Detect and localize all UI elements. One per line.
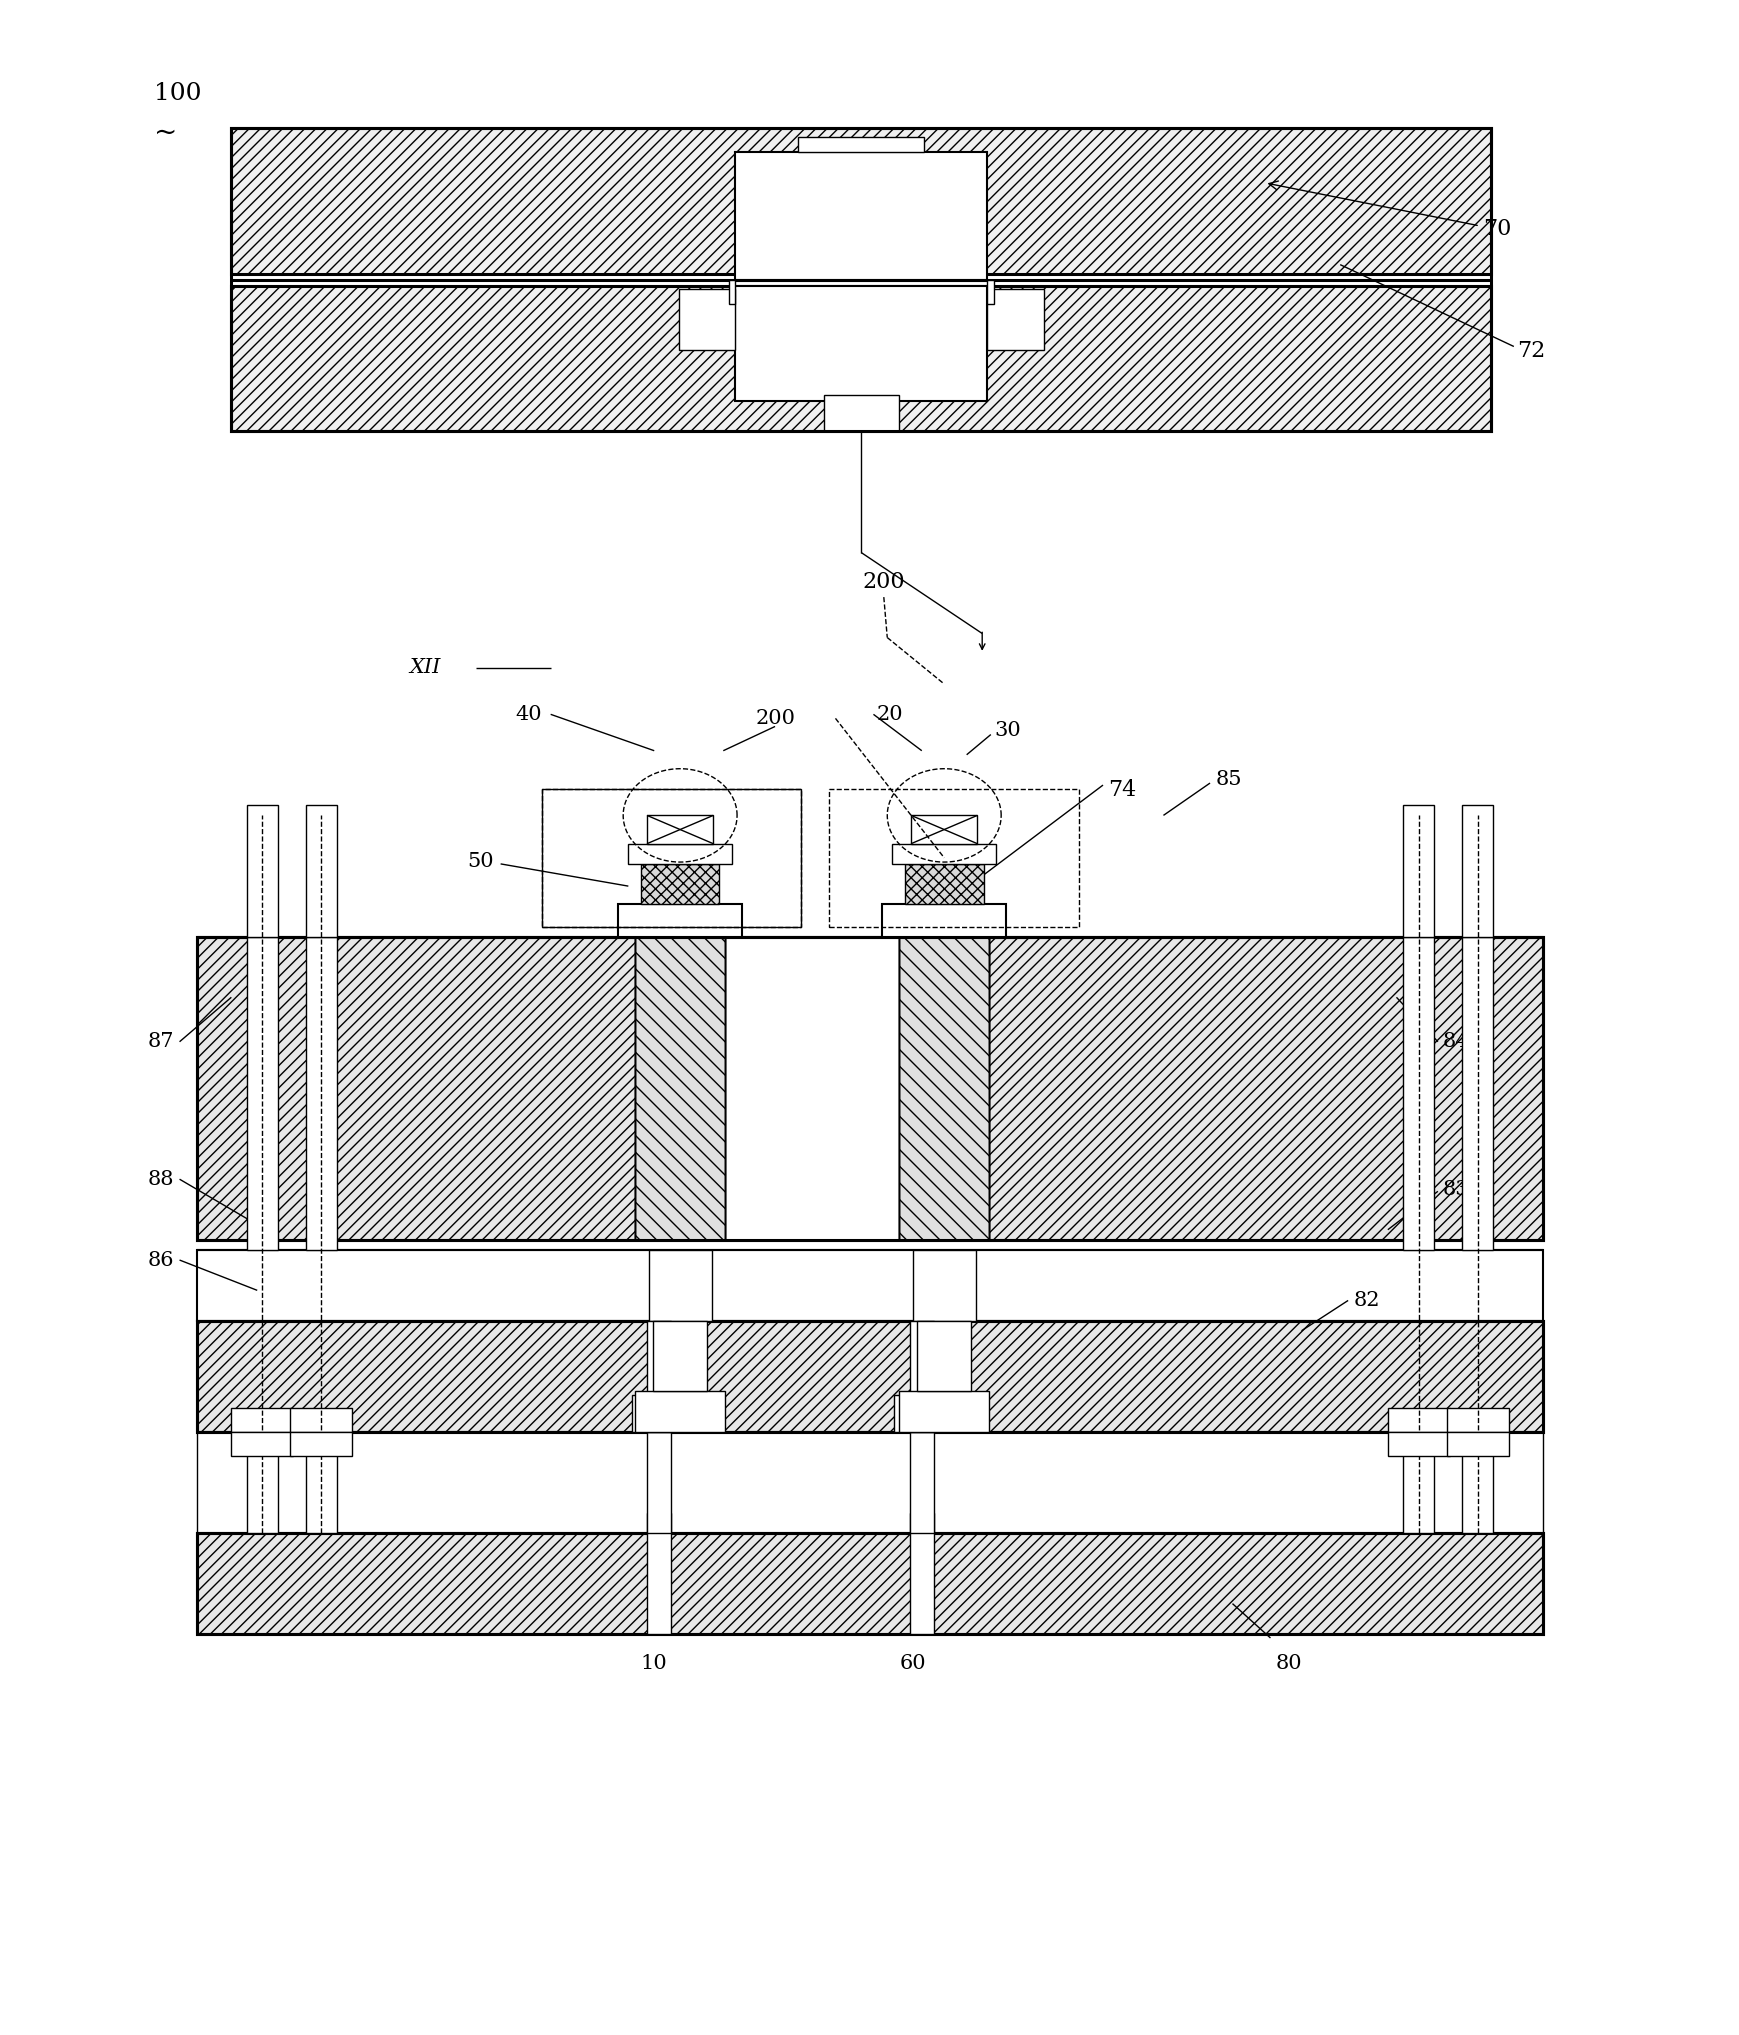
Text: 60: 60 [899, 1654, 925, 1673]
Bar [652, 1321, 706, 1392]
Bar [631, 1396, 687, 1433]
Text: 80: 80 [1275, 1654, 1301, 1673]
Bar [197, 1532, 1542, 1634]
Bar [986, 279, 993, 303]
Bar [543, 790, 800, 926]
Bar [899, 936, 988, 1239]
Bar [1445, 1433, 1508, 1457]
Bar [913, 1249, 976, 1321]
Bar [899, 1392, 988, 1433]
Text: XII: XII [409, 659, 440, 678]
Text: 200: 200 [755, 708, 795, 729]
Bar [231, 128, 1490, 431]
Bar [1388, 1433, 1449, 1457]
Bar [736, 153, 986, 279]
Text: 10: 10 [640, 1654, 668, 1673]
Bar [628, 845, 732, 865]
Text: 82: 82 [1353, 1290, 1379, 1311]
Bar [909, 1321, 934, 1396]
Bar [1403, 936, 1433, 1249]
Bar [197, 1321, 1542, 1433]
Bar [617, 904, 743, 936]
Bar [729, 279, 736, 303]
Text: 40: 40 [515, 704, 543, 724]
Bar [635, 1392, 725, 1433]
Text: 88: 88 [148, 1170, 174, 1188]
Bar [306, 806, 336, 936]
Bar [1403, 1433, 1433, 1532]
Bar [916, 1321, 970, 1392]
Text: 87: 87 [148, 1032, 174, 1052]
Text: 84: 84 [1442, 1032, 1469, 1052]
Bar [197, 1433, 1542, 1532]
Bar [647, 1433, 671, 1532]
Bar [736, 285, 986, 401]
Bar [231, 1408, 294, 1433]
Bar [899, 936, 988, 1239]
Bar [635, 936, 725, 1239]
Text: 100: 100 [153, 81, 202, 104]
Bar [882, 904, 1005, 936]
Text: 20: 20 [876, 704, 903, 724]
Bar [640, 865, 718, 904]
Bar [894, 1396, 949, 1433]
Bar [909, 1433, 934, 1532]
Text: 86: 86 [148, 1252, 174, 1270]
Bar [823, 395, 899, 431]
Bar [231, 1433, 294, 1457]
Bar [828, 790, 1078, 926]
Bar [899, 936, 988, 1239]
Text: 72: 72 [1516, 340, 1544, 362]
Bar [904, 865, 983, 904]
Bar [909, 1512, 934, 1634]
Bar [899, 936, 988, 1239]
Bar [649, 1249, 711, 1321]
Bar [647, 1512, 671, 1634]
Bar [1403, 806, 1433, 936]
Bar [986, 289, 1043, 350]
Bar [543, 790, 800, 926]
Bar [231, 128, 1490, 275]
Bar [1461, 936, 1492, 1249]
Text: 70: 70 [1268, 181, 1509, 240]
Text: ~: ~ [153, 120, 177, 147]
Bar [290, 1408, 351, 1433]
Bar [798, 136, 923, 153]
Text: 83: 83 [1442, 1180, 1469, 1199]
Bar [635, 936, 725, 1239]
Bar [678, 289, 736, 350]
Bar [1461, 806, 1492, 936]
Text: 85: 85 [1214, 769, 1242, 788]
Bar [197, 936, 1542, 1239]
Text: 74: 74 [1108, 779, 1136, 802]
Bar [635, 936, 988, 1239]
Text: 30: 30 [993, 720, 1021, 741]
Bar [247, 806, 278, 936]
Bar [911, 816, 977, 845]
Bar [306, 1433, 336, 1532]
Bar [231, 285, 1490, 431]
Bar [197, 936, 1542, 1239]
Bar [635, 936, 725, 1239]
Bar [1388, 1408, 1449, 1433]
Bar [247, 936, 278, 1249]
Bar [306, 936, 336, 1249]
Bar [1461, 1433, 1492, 1532]
Bar [247, 1433, 278, 1532]
Bar [892, 845, 995, 865]
Bar [197, 1249, 1542, 1321]
Bar [647, 816, 713, 845]
Bar [1445, 1408, 1508, 1433]
Bar [290, 1433, 351, 1457]
Bar [197, 1532, 1542, 1634]
Bar [197, 1321, 1542, 1433]
Text: 50: 50 [466, 853, 494, 871]
Text: 200: 200 [863, 572, 904, 592]
Bar [635, 936, 725, 1239]
Bar [647, 1321, 671, 1396]
